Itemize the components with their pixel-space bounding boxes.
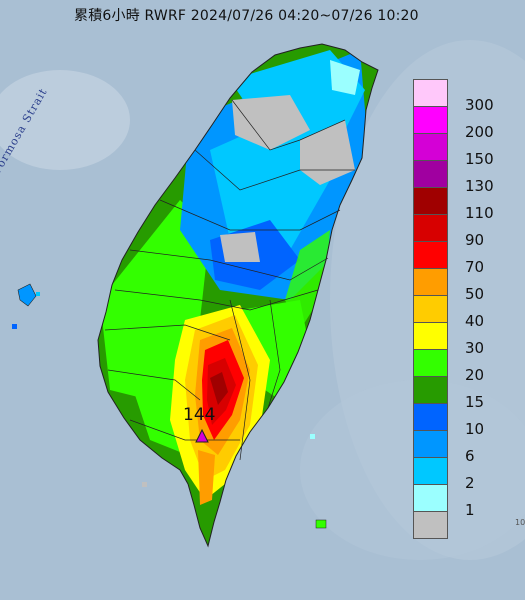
legend-label: 10 bbox=[465, 420, 485, 438]
legend-swatch bbox=[413, 187, 448, 214]
rainfall-legend bbox=[413, 79, 448, 539]
legend-label: 200 bbox=[465, 123, 494, 141]
legend-swatch bbox=[413, 79, 448, 106]
legend-label: 40 bbox=[465, 312, 485, 330]
offshore-islands bbox=[12, 283, 327, 529]
legend-label: 30 bbox=[465, 339, 485, 357]
legend-swatch bbox=[413, 484, 448, 511]
max-rainfall-value: 144 bbox=[183, 405, 216, 425]
legend-swatch bbox=[413, 106, 448, 133]
legend-label: 6 bbox=[465, 447, 475, 465]
county-boundaries bbox=[104, 99, 355, 461]
legend-swatch bbox=[413, 511, 448, 539]
legend-label: 300 bbox=[465, 96, 494, 114]
legend-swatch bbox=[413, 430, 448, 457]
legend-label: 90 bbox=[465, 231, 485, 249]
legend-label: 70 bbox=[465, 258, 485, 276]
triangle-marker bbox=[195, 428, 209, 443]
legend-label: 110 bbox=[465, 204, 494, 222]
legend-swatch bbox=[413, 214, 448, 241]
legend-swatch bbox=[413, 160, 448, 187]
legend-swatch bbox=[413, 457, 448, 484]
legend-label: 15 bbox=[465, 393, 485, 411]
legend-swatch bbox=[413, 403, 448, 430]
legend-swatch bbox=[413, 376, 448, 403]
legend-swatch bbox=[413, 241, 448, 268]
legend-swatch bbox=[413, 349, 448, 376]
legend-label: 50 bbox=[465, 285, 485, 303]
legend-label: 150 bbox=[465, 150, 494, 168]
legend-swatch bbox=[413, 322, 448, 349]
edge-note: 10 bbox=[515, 518, 525, 527]
legend-swatch bbox=[413, 295, 448, 322]
coastline bbox=[97, 43, 379, 548]
map-title: 累積6小時 RWRF 2024/07/26 04:20~07/26 10:20 bbox=[74, 8, 419, 24]
legend-swatch bbox=[413, 268, 448, 295]
legend-label: 130 bbox=[465, 177, 494, 195]
legend-label: 20 bbox=[465, 366, 485, 384]
legend-label: 2 bbox=[465, 474, 475, 492]
legend-swatch bbox=[413, 133, 448, 160]
legend-label: 1 bbox=[465, 501, 475, 519]
